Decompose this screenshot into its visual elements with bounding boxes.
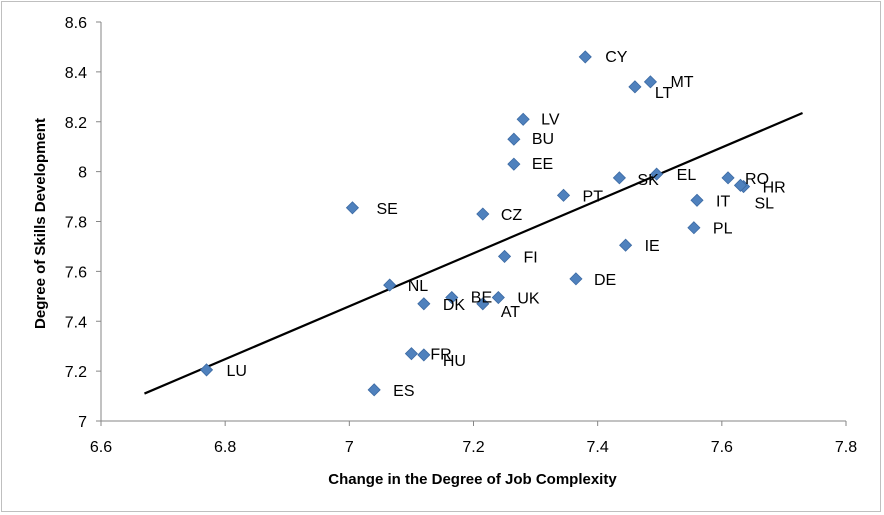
data-point-de xyxy=(569,272,583,286)
data-label-hr: HR xyxy=(763,180,786,197)
data-label-ee: EE xyxy=(532,156,553,173)
data-label-mt: MT xyxy=(670,74,693,91)
data-point-el xyxy=(650,167,664,181)
x-tick-label: 7.2 xyxy=(462,439,484,456)
data-label-fi: FI xyxy=(524,249,538,266)
data-point-ro xyxy=(721,171,735,185)
data-point-pl xyxy=(687,221,701,235)
data-point-bu xyxy=(507,132,521,146)
data-label-hu: HU xyxy=(443,353,466,370)
x-tick-label: 7.8 xyxy=(835,439,857,456)
data-label-pt: PT xyxy=(583,188,604,205)
data-point-dk xyxy=(417,297,431,311)
y-tick-label: 7.2 xyxy=(65,364,87,381)
data-label-lu: LU xyxy=(227,363,247,380)
y-tick-label: 7 xyxy=(78,414,87,431)
data-label-nl: NL xyxy=(408,278,429,295)
data-label-cz: CZ xyxy=(501,207,523,224)
y-tick-label: 7.6 xyxy=(65,264,87,281)
data-point-lv xyxy=(516,112,530,126)
data-label-se: SE xyxy=(376,201,397,218)
data-point-es xyxy=(367,383,381,397)
data-label-sk: SK xyxy=(637,172,659,189)
y-axis-title: Degree of Skills Development xyxy=(32,118,49,329)
data-label-de: DE xyxy=(594,272,616,289)
data-point-at xyxy=(476,297,490,311)
data-point-se xyxy=(345,201,360,215)
data-label-lv: LV xyxy=(541,111,560,128)
x-axis-ticks: 6.6 6.8 7 7.2 7.4 7.6 7.8 xyxy=(90,421,857,456)
data-point-ie xyxy=(619,238,633,252)
data-point-hu xyxy=(417,348,431,362)
x-tick-label: 7.6 xyxy=(711,439,733,456)
data-point-ee xyxy=(507,157,521,171)
x-tick-label: 6.8 xyxy=(214,439,236,456)
data-point-pt xyxy=(556,188,571,202)
data-label-pl: PL xyxy=(713,221,733,238)
data-label-ro: RO xyxy=(745,171,769,188)
data-label-uk: UK xyxy=(517,291,540,308)
y-axis-ticks: 7 7.2 7.4 7.6 7.8 8 8.2 8.4 8.6 xyxy=(65,15,101,431)
data-label-sl: SL xyxy=(754,195,774,212)
data-label-ie: IE xyxy=(645,238,660,255)
data-point-sk xyxy=(612,171,626,185)
data-point-cz xyxy=(476,207,490,221)
data-label-bu: BU xyxy=(532,131,554,148)
data-label-es: ES xyxy=(393,383,414,400)
data-label-be: BE xyxy=(471,290,492,307)
x-axis-title: Change in the Degree of Job Complexity xyxy=(328,471,617,488)
data-label-dk: DK xyxy=(443,297,466,314)
x-tick-label: 6.6 xyxy=(90,439,112,456)
x-tick-label: 7 xyxy=(345,439,354,456)
data-label-at: AT xyxy=(501,304,520,321)
x-tick-label: 7.4 xyxy=(587,439,609,456)
y-tick-label: 8.2 xyxy=(65,115,87,132)
trendline xyxy=(144,112,803,395)
y-tick-label: 8.4 xyxy=(65,65,87,82)
data-point-be xyxy=(445,290,459,305)
y-tick-label: 7.8 xyxy=(65,215,87,232)
data-label-lt: LT xyxy=(655,85,673,102)
data-point-lu xyxy=(199,363,214,377)
y-tick-label: 7.4 xyxy=(65,314,87,331)
data-label-cy: CY xyxy=(605,49,628,66)
data-label-it: IT xyxy=(716,193,730,210)
data-point-fi xyxy=(497,249,512,263)
data-label-fr: FR xyxy=(430,347,451,364)
data-points xyxy=(199,50,751,397)
data-point-cy xyxy=(578,50,592,64)
data-point-uk xyxy=(491,290,505,305)
data-point-nl xyxy=(383,278,397,292)
data-point-lt xyxy=(628,80,642,94)
data-point-mt xyxy=(643,75,658,89)
data-label-el: EL xyxy=(677,167,697,184)
data-point-sl xyxy=(733,178,748,192)
data-point-fr xyxy=(404,347,418,361)
y-tick-label: 8 xyxy=(78,165,87,182)
data-point-it xyxy=(690,193,704,207)
y-tick-label: 8.6 xyxy=(65,15,87,32)
